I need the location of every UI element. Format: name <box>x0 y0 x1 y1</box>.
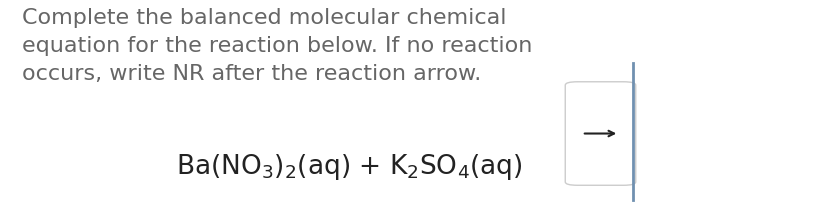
Text: Complete the balanced molecular chemical
equation for the reaction below. If no : Complete the balanced molecular chemical… <box>22 8 532 84</box>
FancyBboxPatch shape <box>565 82 636 185</box>
Text: Ba(NO$_3$)$_2$(aq) + K$_2$SO$_4$(aq): Ba(NO$_3$)$_2$(aq) + K$_2$SO$_4$(aq) <box>176 152 523 182</box>
